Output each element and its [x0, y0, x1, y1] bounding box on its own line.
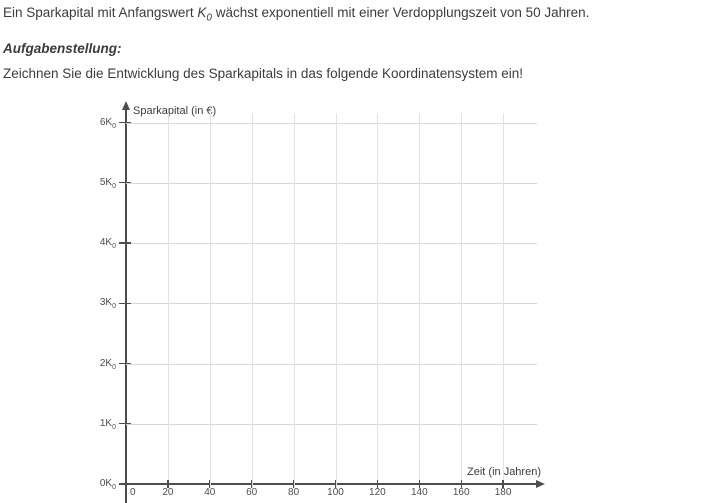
- y-gridline: [126, 363, 537, 365]
- task-instruction: Zeichnen Sie die Entwicklung des Sparkap…: [3, 66, 524, 81]
- x-tick-mark: [292, 480, 295, 488]
- y-tick-text: 3K: [99, 297, 113, 309]
- x-tick-label: 140: [410, 487, 428, 498]
- y-tick-subscript: 0: [112, 122, 116, 130]
- y-tick-mark: [119, 423, 131, 425]
- y-tick-mark: [119, 121, 131, 124]
- y-tick-label: 5K0: [66, 176, 116, 190]
- y-tick-text: 1K: [99, 417, 113, 429]
- y-tick-text: 0K: [99, 478, 113, 489]
- x-gridline: [503, 113, 505, 489]
- y-tick-subscript: 0: [112, 423, 116, 431]
- y-axis-line: [125, 109, 127, 503]
- x-gridline: [419, 113, 421, 489]
- k0-variable: K0: [197, 5, 212, 24]
- x-tick-mark: [376, 480, 379, 488]
- x-tick-label: 60: [246, 487, 258, 498]
- y-gridline: [126, 122, 537, 124]
- task-heading: Aufgabenstellung:: [3, 41, 122, 56]
- x-tick-mark: [251, 480, 253, 488]
- x-gridline: [251, 113, 253, 489]
- y-tick-mark: [119, 483, 131, 485]
- k0-variable-subscript: 0: [206, 12, 212, 24]
- x-tick-mark: [167, 480, 169, 488]
- x-tick-label: 0: [130, 487, 136, 498]
- y-axis-title: Sparkapital (in €): [133, 105, 217, 117]
- y-tick-label: 1K0: [66, 417, 116, 431]
- y-tick-subscript: 0: [112, 484, 116, 491]
- y-tick-mark: [119, 182, 131, 184]
- x-tick-mark: [209, 480, 211, 488]
- x-tick-label: 40: [204, 487, 216, 498]
- y-tick-subscript: 0: [112, 303, 116, 311]
- y-tick-subscript: 0: [112, 363, 116, 371]
- y-tick-text: 4K: [99, 237, 113, 248]
- x-axis-arrowhead-icon: [536, 480, 545, 488]
- y-tick-label: 3K0: [66, 296, 116, 310]
- x-tick-mark: [334, 480, 337, 488]
- y-tick-text: 2K: [99, 357, 113, 369]
- x-axis-title: Zeit (in Jahren): [467, 466, 541, 478]
- y-gridline: [126, 182, 537, 184]
- x-gridline: [461, 113, 463, 489]
- k0-variable-letter: K: [197, 5, 207, 20]
- y-tick-label: 4K0: [66, 236, 116, 250]
- y-tick-subscript: 0: [112, 243, 116, 250]
- x-gridline: [167, 113, 169, 489]
- intro-text: Ein Sparkapital mit Anfangswert K0 wächs…: [3, 5, 589, 24]
- x-tick-label: 20: [162, 487, 174, 498]
- y-axis-arrowhead-icon: [122, 101, 130, 110]
- x-tick-label: 100: [327, 487, 344, 498]
- x-tick-label: 120: [369, 487, 386, 498]
- y-tick-text: 5K: [99, 176, 113, 188]
- x-tick-mark: [418, 480, 420, 488]
- x-tick-mark: [460, 480, 462, 488]
- y-tick-label: 0K0: [66, 477, 116, 491]
- x-tick-label: 180: [494, 487, 512, 498]
- x-gridline: [377, 113, 379, 489]
- x-tick-label: 160: [452, 487, 470, 498]
- x-gridline: [293, 113, 295, 489]
- x-gridline: [335, 113, 337, 489]
- x-gridline: [209, 113, 211, 489]
- y-tick-mark: [119, 242, 131, 244]
- y-tick-label: 2K0: [66, 357, 116, 371]
- y-tick-subscript: 0: [112, 182, 116, 190]
- y-tick-mark: [119, 302, 131, 304]
- y-tick-mark: [119, 362, 131, 365]
- y-gridline: [126, 243, 537, 244]
- y-tick-label: 6K0: [66, 116, 116, 130]
- intro-text-post: wächst exponentiell mit einer Verdopplun…: [211, 5, 590, 20]
- x-axis-line: [119, 483, 538, 485]
- intro-text-pre: Ein Sparkapital mit Anfangswert: [3, 5, 198, 20]
- y-tick-text: 6K: [99, 116, 113, 128]
- x-tick-label: 80: [288, 487, 300, 498]
- y-gridline: [126, 423, 537, 425]
- x-tick-mark: [502, 480, 504, 488]
- y-gridline: [126, 303, 537, 305]
